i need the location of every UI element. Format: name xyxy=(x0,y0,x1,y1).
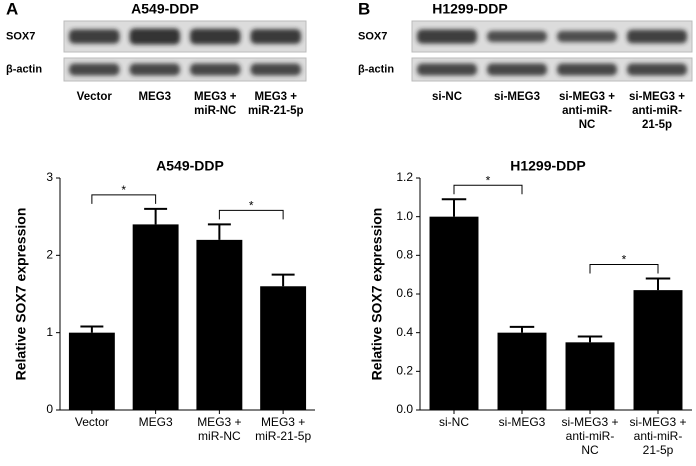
significance-label: * xyxy=(121,183,126,197)
error-bar xyxy=(509,325,535,333)
y-axis-label: Relative SOX7 expression xyxy=(13,208,29,381)
y-tick-label: 1.0 xyxy=(396,209,413,223)
significance-bracket xyxy=(589,264,659,274)
error-bar xyxy=(577,335,603,343)
blot-band xyxy=(129,28,180,45)
significance-label: * xyxy=(486,173,491,187)
x-tick-label: Vector xyxy=(75,415,109,429)
significance-label: * xyxy=(622,253,627,267)
y-tick-label: 0.8 xyxy=(396,248,413,262)
blot-lane-label: si-MEG3 + anti-miR-21-5p xyxy=(629,91,685,131)
blot-band xyxy=(69,29,120,44)
blot-band xyxy=(190,28,241,45)
chart-title: A549-DDP xyxy=(156,158,224,174)
blot-lane-label: MEG3 + miR-NC xyxy=(194,91,237,117)
blot-lane-label: MEG3 xyxy=(138,91,171,103)
chart-title: H1299-DDP xyxy=(510,158,585,174)
y-tick-label: 1.2 xyxy=(396,170,413,184)
x-tick-label: si-MEG3 xyxy=(499,415,546,429)
y-axis-label: Relative SOX7 expression xyxy=(369,208,385,381)
significance-label: * xyxy=(249,199,254,213)
blot-band xyxy=(557,30,617,43)
blot-row-label: β-actin xyxy=(6,63,42,75)
blot-band xyxy=(129,63,180,76)
blot-lane-label: MEG3 + miR-21-5p xyxy=(248,91,304,117)
error-bar xyxy=(207,223,231,240)
x-tick-label: MEG3 + miR-NC xyxy=(197,415,241,443)
error-bar xyxy=(144,207,168,225)
x-tick-label: si-MEG3 + anti-miR-NC xyxy=(561,415,618,457)
bar xyxy=(497,332,547,410)
panel-letter: B xyxy=(358,0,370,18)
blot-row-label: β-actin xyxy=(358,63,394,75)
blot-band xyxy=(417,63,477,76)
blot-lane-label: Vector xyxy=(77,91,113,103)
y-tick-label: 0.2 xyxy=(396,364,413,378)
blot-title: A549-DDP xyxy=(131,1,199,17)
significance-bracket xyxy=(91,194,157,204)
blot-band xyxy=(627,63,687,76)
bar xyxy=(196,239,243,410)
blot-band xyxy=(250,63,301,76)
x-tick-label: MEG3 xyxy=(139,415,173,429)
error-bar xyxy=(441,198,467,217)
bar xyxy=(68,332,115,410)
blot-lane-label: si-MEG3 xyxy=(494,91,540,103)
error-bar xyxy=(645,277,671,291)
error-bar xyxy=(271,273,295,287)
blot-band xyxy=(487,63,547,76)
bar xyxy=(132,224,179,410)
blot-band xyxy=(69,63,120,76)
panel-letter: A xyxy=(6,0,18,18)
blot-band xyxy=(250,29,301,44)
bar xyxy=(633,290,683,410)
blot-band xyxy=(557,63,617,76)
significance-bracket xyxy=(453,184,523,195)
y-tick-label: 0.0 xyxy=(396,402,413,416)
blot-title: H1299-DDP xyxy=(432,1,507,17)
y-tick-label: 2 xyxy=(46,248,53,262)
bar xyxy=(565,342,615,410)
y-tick-label: 3 xyxy=(46,170,53,184)
y-tick-label: 0.6 xyxy=(396,286,413,300)
blot-strip xyxy=(63,57,307,82)
y-tick-label: 0.4 xyxy=(396,325,413,339)
blot-band xyxy=(417,29,477,44)
x-tick-label: si-MEG3 + anti-miR-21-5p xyxy=(629,415,686,457)
x-tick-label: MEG3 + miR-21-5p xyxy=(255,415,311,443)
bar xyxy=(429,216,479,410)
blot-row-label: SOX7 xyxy=(358,30,387,42)
significance-bracket xyxy=(218,209,284,220)
blot-lane-label: si-NC xyxy=(432,91,462,103)
error-bar xyxy=(80,325,104,333)
blot-row-label: SOX7 xyxy=(6,30,35,42)
x-tick-label: si-NC xyxy=(439,415,469,429)
y-tick-label: 0 xyxy=(46,402,53,416)
bar xyxy=(260,286,307,410)
blot-band xyxy=(487,30,547,43)
blot-band xyxy=(190,63,241,76)
y-tick-label: 1 xyxy=(46,325,53,339)
blot-strip xyxy=(411,57,693,82)
blot-band xyxy=(627,29,687,44)
blot-lane-label: si-MEG3 + anti-miR-NC xyxy=(559,91,615,131)
